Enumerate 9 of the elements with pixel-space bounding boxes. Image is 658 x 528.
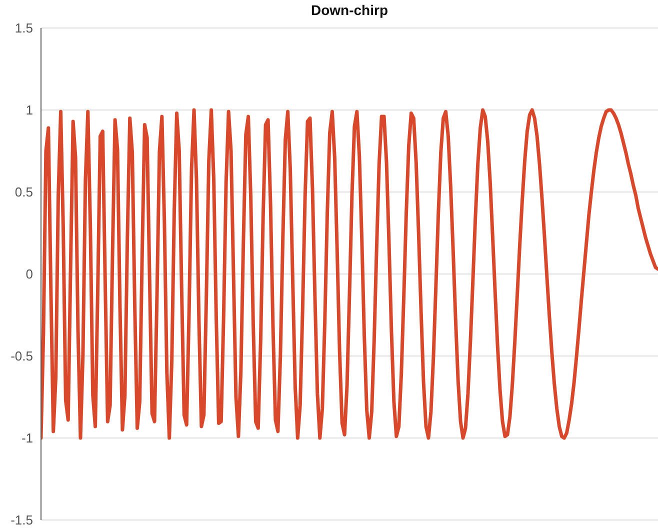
y-tick-label: -0.5: [10, 348, 33, 364]
y-tick-label: 1.5: [14, 20, 33, 36]
y-tick-label: 0: [26, 266, 33, 282]
y-tick-label: -1: [21, 430, 33, 446]
y-tick-label: 1: [26, 102, 33, 118]
y-tick-label: 0.5: [14, 184, 33, 200]
y-tick-label: -1.5: [10, 512, 33, 528]
line-series: [41, 108, 658, 440]
chart-title: Down-chirp: [310, 2, 389, 18]
